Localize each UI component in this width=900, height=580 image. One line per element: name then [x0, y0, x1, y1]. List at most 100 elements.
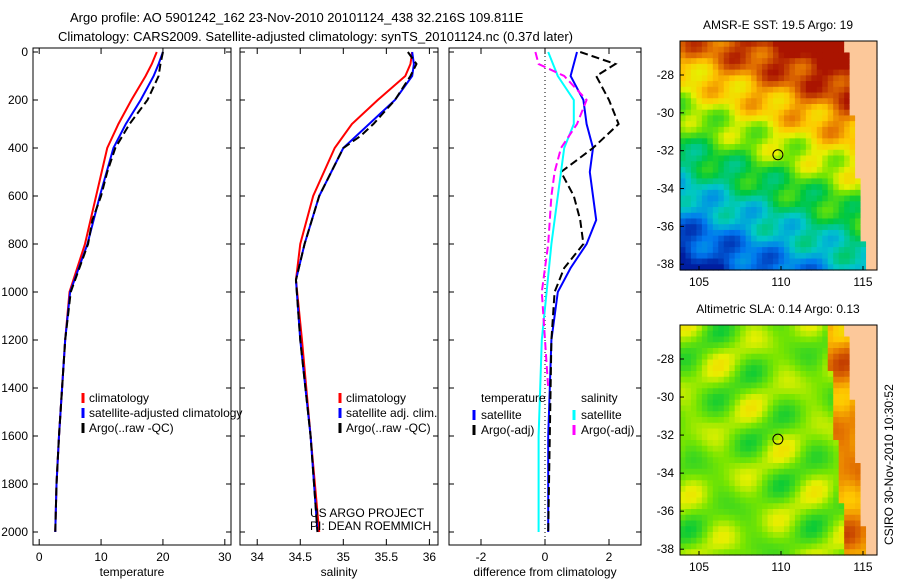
map-cell [690, 218, 698, 225]
map-cell [855, 388, 862, 395]
map-cell [794, 252, 801, 260]
map-cell [866, 241, 873, 248]
map-cell [701, 474, 708, 481]
map-cell [707, 514, 714, 522]
map-cell [811, 207, 818, 214]
map-cell [723, 422, 730, 430]
map-cell [816, 526, 823, 533]
map-cell [712, 497, 719, 504]
map-cell [871, 422, 878, 430]
map-cell [767, 434, 774, 441]
map-cell [866, 52, 873, 59]
map-cell [849, 348, 856, 355]
map-cell [860, 411, 867, 418]
map-cell [729, 330, 736, 338]
map-cell [800, 252, 807, 260]
map-cell [756, 218, 763, 225]
map-cell [827, 497, 834, 504]
map-cell [773, 92, 780, 99]
map-cell [789, 365, 796, 372]
map-cell [855, 92, 862, 99]
map-cell [707, 109, 714, 117]
map-cell [827, 52, 834, 59]
map-cell [783, 92, 791, 99]
map-cell [805, 132, 812, 139]
map-cell [701, 451, 708, 458]
map-cell [827, 218, 834, 225]
map-cell [811, 235, 818, 242]
map-cell [849, 258, 856, 265]
map-cell [800, 235, 807, 242]
map-cell [690, 166, 698, 174]
map-cell [690, 394, 698, 401]
map-cell [680, 457, 687, 464]
map-cell [712, 491, 719, 499]
map-cell [707, 241, 714, 248]
map-cell [773, 224, 780, 231]
map-cell [745, 486, 752, 493]
map-cell [745, 92, 752, 99]
map-cell [800, 503, 807, 510]
map-cell [729, 121, 736, 128]
map-cell [811, 161, 818, 168]
map-cell [751, 92, 758, 99]
map-cell [729, 463, 736, 470]
map-cell [740, 247, 747, 254]
map-cell [701, 463, 708, 470]
map-cell [680, 336, 687, 343]
map-cell [734, 342, 741, 349]
map-cell [734, 229, 741, 237]
map-cell [707, 457, 714, 464]
map-cell [690, 514, 698, 522]
map-cell [696, 514, 703, 522]
map-cell [773, 63, 780, 71]
legend-label: Argo(-adj) [581, 423, 634, 437]
map-cell [762, 229, 769, 237]
map-cell [751, 394, 758, 401]
map-cell [816, 509, 823, 516]
map-cell [745, 549, 752, 556]
map-cell [718, 509, 725, 516]
map-cell [734, 224, 741, 231]
map-cell [794, 353, 801, 361]
map-cell [723, 247, 730, 254]
map-cell [701, 520, 708, 527]
map-cell [844, 69, 851, 76]
map-cell [822, 526, 829, 533]
map-cell [718, 258, 725, 265]
map-cell [696, 468, 703, 476]
map-cell [685, 325, 692, 332]
map-cell [871, 549, 878, 556]
map-cell [844, 98, 851, 105]
map-cell [685, 359, 692, 366]
map-cell [751, 81, 758, 88]
map-cell [849, 212, 856, 220]
map-cell [849, 376, 856, 384]
map-cell [680, 451, 687, 458]
map-cell [866, 537, 873, 545]
map-cell [838, 382, 845, 389]
map-cell [734, 75, 741, 82]
map-cell [816, 371, 823, 378]
map-cell [773, 126, 780, 134]
map-cell [805, 184, 812, 191]
map-cell [740, 149, 747, 157]
map-cell [762, 440, 769, 447]
map-cell [855, 58, 862, 65]
map-cell [838, 474, 845, 481]
map-cell [794, 201, 801, 208]
map-cell [751, 445, 758, 453]
map-cell [751, 411, 758, 418]
map-cell [680, 224, 687, 231]
map-cell [740, 258, 747, 265]
map-cell [696, 434, 703, 441]
map-cell [718, 75, 725, 82]
map-cell [696, 247, 703, 254]
map-cell [756, 440, 763, 447]
map-cell [767, 549, 774, 556]
map-cell [740, 399, 747, 407]
map-cell [822, 189, 829, 197]
map-cell [729, 224, 736, 231]
map-cell [816, 445, 823, 453]
map-cell [751, 126, 758, 134]
